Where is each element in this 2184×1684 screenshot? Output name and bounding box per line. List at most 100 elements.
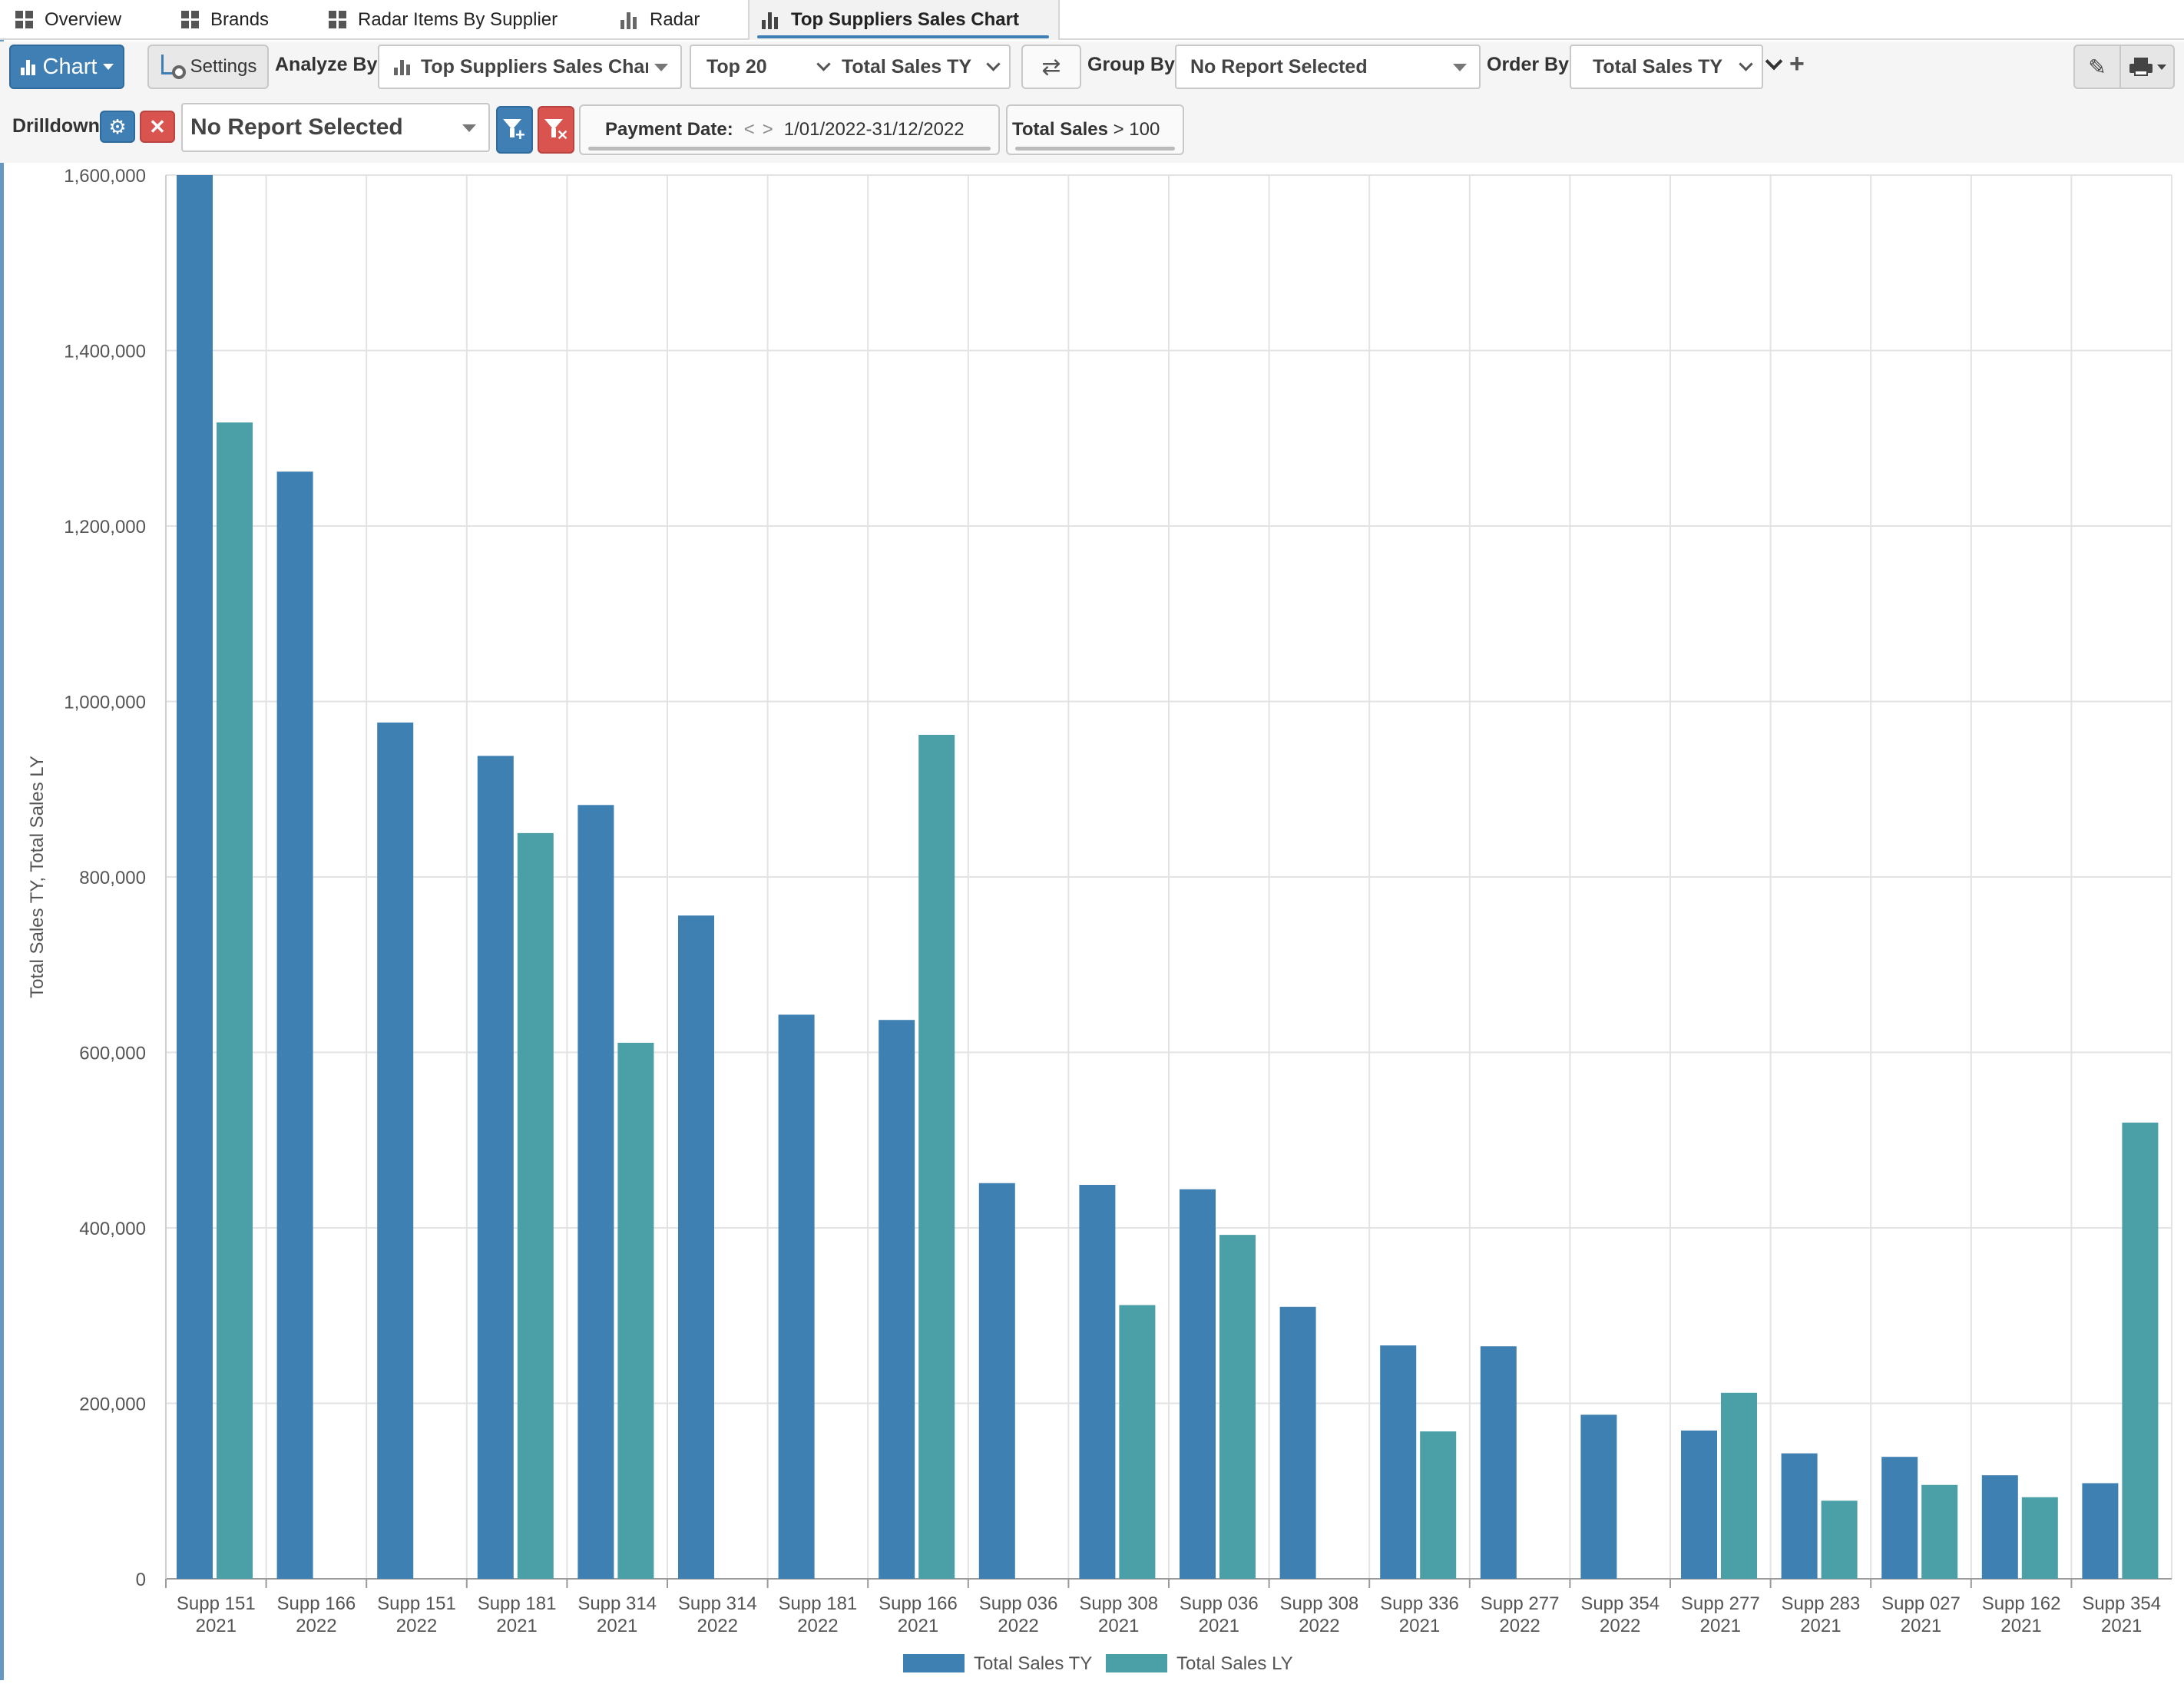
settings-button[interactable]: Settings (147, 45, 269, 89)
y-tick-label: 1,000,000 (64, 693, 146, 713)
x-tick-label-supplier: Supp 314 (678, 1593, 757, 1614)
chevron-left-icon[interactable]: < (743, 119, 755, 140)
x-tick-label-year: 2021 (2101, 1616, 2142, 1636)
drilldown-settings-button[interactable]: ⚙ (100, 111, 135, 143)
x-tick-label-year: 2021 (2000, 1616, 2041, 1636)
bar-total-sales-ly (1219, 1235, 1256, 1579)
x-tick-label-supplier: Supp 036 (1180, 1593, 1259, 1614)
top-n-measure-select[interactable]: Top 20 Total Sales TY (690, 45, 1011, 89)
close-icon: ✕ (149, 114, 166, 138)
x-tick-label-year: 2021 (196, 1616, 237, 1636)
pencil-icon[interactable]: ✎ (2075, 46, 2121, 88)
x-tick-label-supplier: Supp 181 (478, 1593, 557, 1614)
tab-radar-items-by-supplier[interactable]: Radar Items By Supplier (329, 0, 558, 40)
bar-total-sales-ty (1981, 1475, 2018, 1579)
drilldown-report-select[interactable]: No Report Selected (181, 103, 490, 152)
x-tick-label-supplier: Supp 277 (1681, 1593, 1760, 1614)
y-axis-title: Total Sales TY, Total Sales LY (27, 756, 48, 998)
left-edge-accent (0, 0, 4, 1680)
x-tick-label-supplier: Supp 354 (2082, 1593, 2161, 1614)
x-tick-label-supplier: Supp 283 (1782, 1593, 1861, 1614)
gear-icon: ⚙ (108, 114, 127, 138)
tab-overview[interactable]: Overview (15, 0, 121, 40)
bar-total-sales-ty (1279, 1306, 1316, 1579)
x-tick-label-year: 2022 (697, 1616, 738, 1636)
tab-radar[interactable]: Radar (619, 0, 700, 40)
x-tick-label-supplier: Supp 314 (577, 1593, 657, 1614)
bar-chart-icon (619, 11, 639, 29)
x-tick-label-supplier: Supp 162 (1982, 1593, 2061, 1614)
y-tick-label: 1,400,000 (64, 342, 146, 362)
total-sales-filter[interactable]: Total Sales > 100 (1006, 104, 1184, 155)
tab-label: Radar Items By Supplier (358, 9, 558, 30)
payment-date-value: 1/01/2022-31/12/2022 (783, 119, 965, 140)
analyze-by-select[interactable]: Top Suppliers Sales Chart (378, 45, 682, 89)
bar-total-sales-ly (1921, 1484, 1958, 1579)
bar-total-sales-ty (1681, 1430, 1717, 1579)
chart-button[interactable]: Chart (9, 45, 124, 89)
x-tick-label-year: 2021 (597, 1616, 637, 1636)
total-sales-filter-condition: > 100 (1107, 119, 1160, 140)
x-tick-label-year: 2021 (1901, 1616, 1941, 1636)
y-tick-label: 400,000 (79, 1219, 146, 1239)
top-suppliers-sales-chart: 0 200,000 400,000 600,000 800,000 1,000,000 1,… (0, 163, 2184, 1680)
x-tick-label-year: 2021 (1800, 1616, 1841, 1636)
x-tick-label-supplier: Supp 308 (1079, 1593, 1158, 1614)
bar-total-sales-ty (276, 471, 313, 1579)
sort-direction-icon[interactable] (1765, 52, 1783, 71)
tab-bar: Overview Brands Radar Items By Supplier … (0, 0, 2184, 40)
x-tick-label-supplier: Supp 181 (779, 1593, 858, 1614)
y-tick-label: 0 (136, 1570, 146, 1590)
legend-swatch (903, 1654, 965, 1672)
order-by-select[interactable]: Total Sales TY (1570, 45, 1763, 89)
filter-underline (588, 147, 991, 151)
y-tick-label: 1,600,000 (64, 166, 146, 187)
group-by-select[interactable]: No Report Selected (1175, 45, 1481, 89)
drilldown-label: Drilldown (12, 115, 100, 137)
active-tab-indicator (757, 35, 1049, 38)
print-icon[interactable] (2123, 46, 2173, 88)
bar-total-sales-ty (1480, 1346, 1517, 1579)
legend-swatch (1106, 1654, 1167, 1672)
tab-label: Top Suppliers Sales Chart (791, 9, 1019, 30)
chart-settings-icon (160, 53, 186, 81)
filter-add-icon: + (503, 117, 526, 144)
legend-label: Total Sales LY (1176, 1653, 1293, 1674)
drilldown-bar: Drilldown ⚙ ✕ No Report Selected + ✕ Pay… (0, 98, 2184, 163)
bar-total-sales-ly (2122, 1122, 2159, 1579)
bar-total-sales-ly (1420, 1431, 1457, 1579)
order-by-label: Order By (1487, 54, 1569, 75)
remove-filter-button[interactable]: ✕ (538, 106, 574, 154)
x-tick-label-supplier: Supp 166 (879, 1593, 958, 1614)
swap-axes-button[interactable]: ⇄ (1021, 45, 1081, 89)
x-tick-label-year: 2022 (797, 1616, 838, 1636)
x-tick-label-year: 2021 (496, 1616, 537, 1636)
group-by-label: Group By (1087, 54, 1175, 75)
tab-top-suppliers-sales-chart[interactable]: Top Suppliers Sales Chart (748, 0, 1060, 40)
add-filter-button[interactable]: + (496, 106, 533, 154)
bar-chart-icon (760, 11, 780, 29)
chevron-right-icon[interactable]: > (762, 119, 773, 140)
toolbar: Chart Settings Analyze By Top Suppliers … (0, 41, 2184, 98)
bar-total-sales-ly (617, 1042, 654, 1579)
add-order-icon[interactable]: + (1789, 49, 1805, 78)
x-tick-label-supplier: Supp 354 (1580, 1593, 1660, 1614)
bar-chart-icon (20, 58, 37, 75)
y-tick-label: 600,000 (79, 1044, 146, 1064)
tab-brands[interactable]: Brands (181, 0, 269, 40)
grid-icon (181, 11, 200, 29)
x-tick-label-year: 2022 (296, 1616, 336, 1636)
bar-total-sales-ty (678, 915, 714, 1579)
bar-total-sales-ty (1781, 1453, 1818, 1579)
bar-chart: 0 200,000 400,000 600,000 800,000 1,000,000 1,… (27, 166, 2172, 1674)
bar-total-sales-ty (778, 1014, 815, 1579)
x-tick-label-year: 2022 (1600, 1616, 1640, 1636)
measure-value: Total Sales TY (842, 55, 972, 78)
x-tick-label-supplier: Supp 308 (1280, 1593, 1359, 1614)
bar-chart-icon (393, 58, 412, 75)
payment-date-filter[interactable]: Payment Date: < > 1/01/2022-31/12/2022 (579, 104, 1000, 155)
drilldown-clear-button[interactable]: ✕ (140, 111, 175, 143)
bar-total-sales-ty (1180, 1189, 1216, 1579)
payment-date-label: Payment Date: (605, 119, 733, 140)
chevron-down-icon (986, 57, 1001, 71)
